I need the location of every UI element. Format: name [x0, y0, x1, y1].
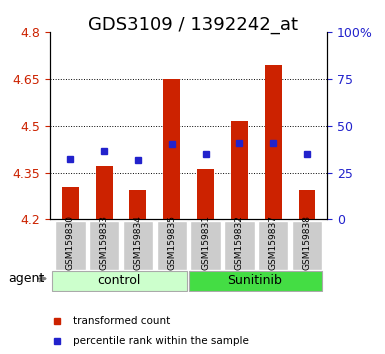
Bar — [298, 190, 315, 219]
FancyBboxPatch shape — [157, 221, 187, 270]
Bar — [96, 166, 112, 219]
Text: GSM159831: GSM159831 — [201, 215, 210, 270]
FancyBboxPatch shape — [224, 221, 254, 270]
Bar — [265, 65, 281, 219]
Text: transformed count: transformed count — [73, 316, 170, 326]
Text: GSM159830: GSM159830 — [66, 215, 75, 270]
Text: GDS3109 / 1392242_at: GDS3109 / 1392242_at — [87, 16, 298, 34]
Text: GSM159837: GSM159837 — [269, 215, 278, 270]
Text: GSM159838: GSM159838 — [303, 215, 311, 270]
FancyBboxPatch shape — [292, 221, 322, 270]
Bar — [163, 79, 180, 219]
Text: agent: agent — [8, 273, 45, 285]
Text: Sunitinib: Sunitinib — [227, 274, 282, 287]
FancyBboxPatch shape — [55, 221, 85, 270]
Text: GSM159833: GSM159833 — [100, 215, 109, 270]
Text: GSM159832: GSM159832 — [235, 215, 244, 270]
Text: control: control — [98, 274, 141, 287]
FancyBboxPatch shape — [123, 221, 153, 270]
Bar — [231, 121, 248, 219]
FancyBboxPatch shape — [258, 221, 288, 270]
FancyBboxPatch shape — [189, 271, 322, 291]
FancyBboxPatch shape — [52, 271, 187, 291]
Text: GSM159835: GSM159835 — [167, 215, 176, 270]
Bar — [62, 187, 79, 219]
Text: GSM159834: GSM159834 — [134, 215, 142, 270]
Bar — [197, 170, 214, 219]
Text: percentile rank within the sample: percentile rank within the sample — [73, 336, 249, 346]
Bar — [129, 190, 146, 219]
FancyBboxPatch shape — [190, 221, 221, 270]
FancyBboxPatch shape — [89, 221, 119, 270]
